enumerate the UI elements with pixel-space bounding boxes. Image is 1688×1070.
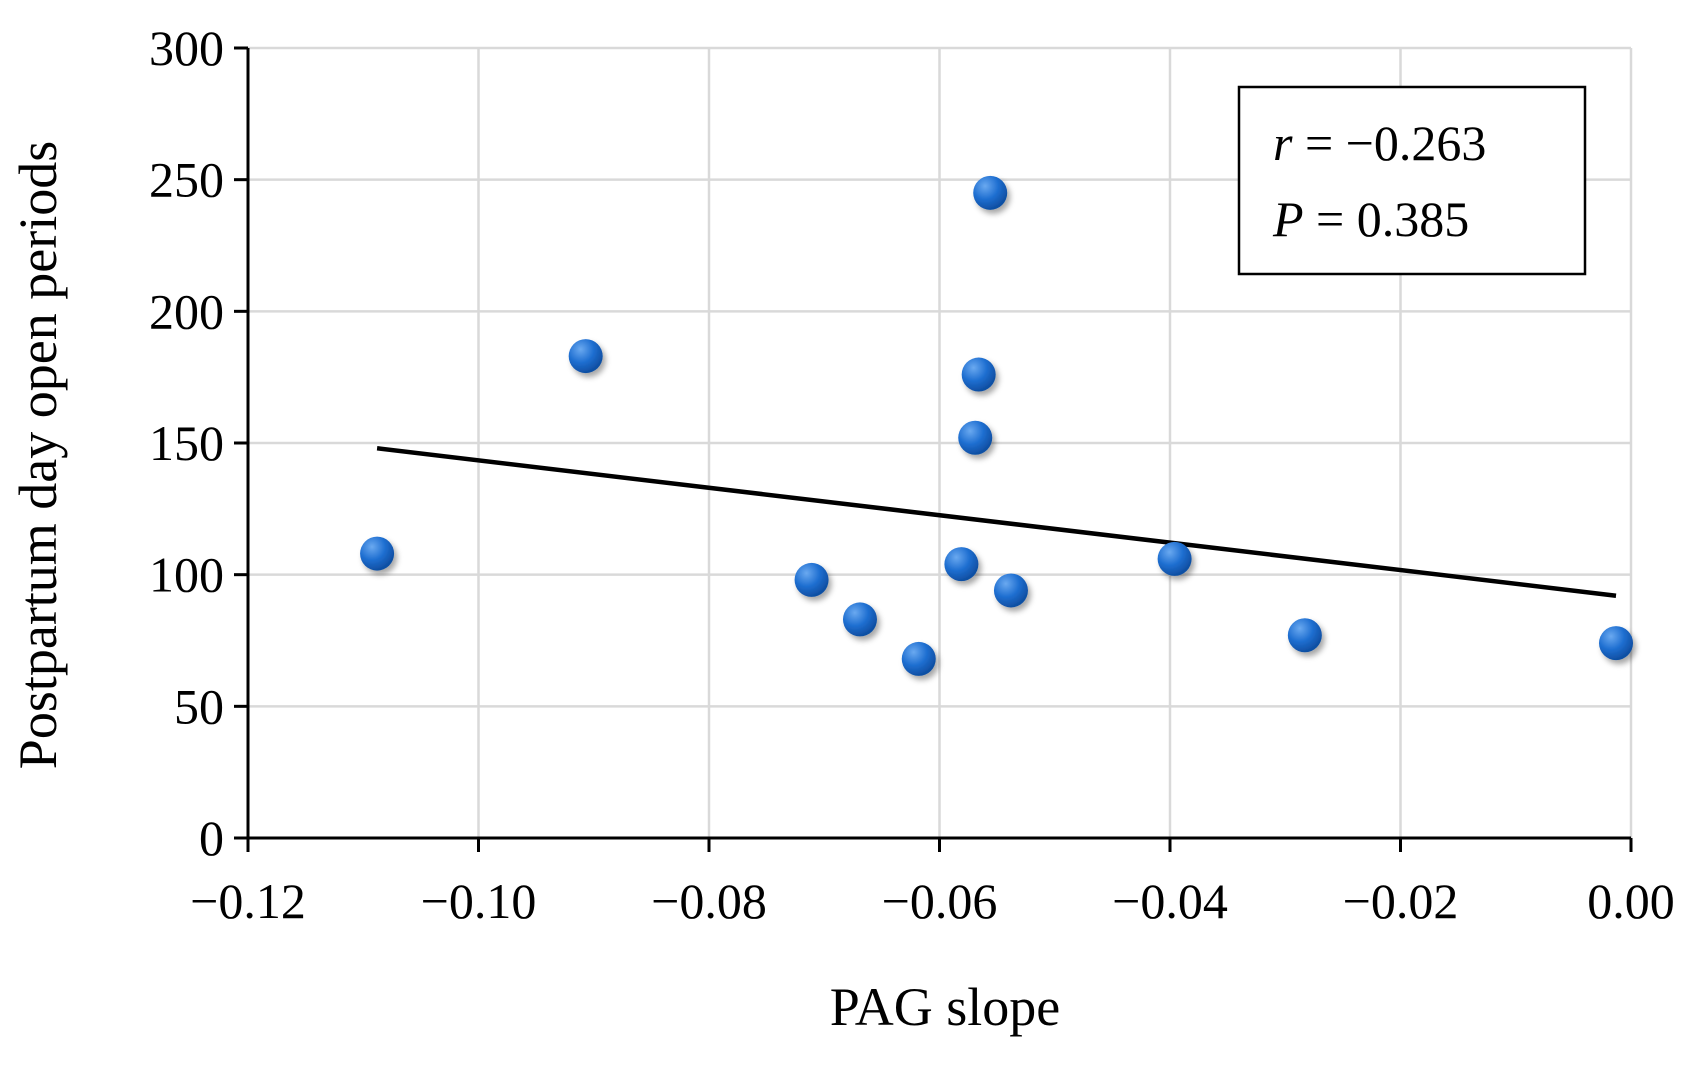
r-stat: r = −0.263 (1273, 115, 1486, 171)
x-axis-title: PAG slope (830, 977, 1061, 1037)
x-tick-label: −0.02 (1343, 873, 1459, 929)
p-value: = 0.385 (1304, 191, 1470, 247)
trendline (376, 446, 1617, 598)
p-stat: P = 0.385 (1272, 191, 1469, 247)
y-tick-label: 250 (149, 152, 224, 208)
axes (234, 46, 1633, 852)
data-point (842, 602, 877, 637)
data-points (360, 175, 1634, 676)
data-point (360, 536, 395, 571)
data-point (973, 175, 1008, 210)
data-point (993, 573, 1028, 608)
y-axis-title: Postpartum day open periods (8, 141, 68, 769)
tick-labels: 0 50 100 150 200 250 300 −0.12 −0.10 −0.08 −0.06 −0… (149, 20, 1675, 929)
y-tick-label: 150 (149, 415, 224, 471)
y-tick-label: 100 (149, 547, 224, 603)
y-tick-label: 0 (199, 810, 224, 866)
data-point (958, 420, 993, 455)
p-symbol: P (1272, 191, 1304, 247)
x-tick-label: −0.06 (882, 873, 998, 929)
trendline-group (376, 446, 1617, 598)
stats-box-frame (1237, 85, 1587, 276)
r-value: = −0.263 (1292, 115, 1486, 171)
data-point (1599, 626, 1634, 661)
x-tick-label: −0.08 (651, 873, 767, 929)
data-point (944, 547, 979, 582)
y-tick-label: 50 (174, 678, 224, 734)
data-point (961, 357, 996, 392)
data-point (794, 562, 829, 597)
data-point (1287, 618, 1322, 653)
y-tick-label: 300 (149, 20, 224, 76)
x-tick-label: 0.00 (1587, 873, 1675, 929)
data-point (901, 641, 936, 676)
x-tick-label: −0.10 (421, 873, 537, 929)
y-tick-label: 200 (149, 283, 224, 339)
data-point (1157, 541, 1192, 576)
stats-box: r = −0.263 P = 0.385 (1237, 85, 1587, 276)
x-tick-label: −0.04 (1112, 873, 1228, 929)
r-symbol: r (1273, 115, 1293, 171)
data-point (568, 339, 603, 374)
x-tick-label: −0.12 (190, 873, 306, 929)
